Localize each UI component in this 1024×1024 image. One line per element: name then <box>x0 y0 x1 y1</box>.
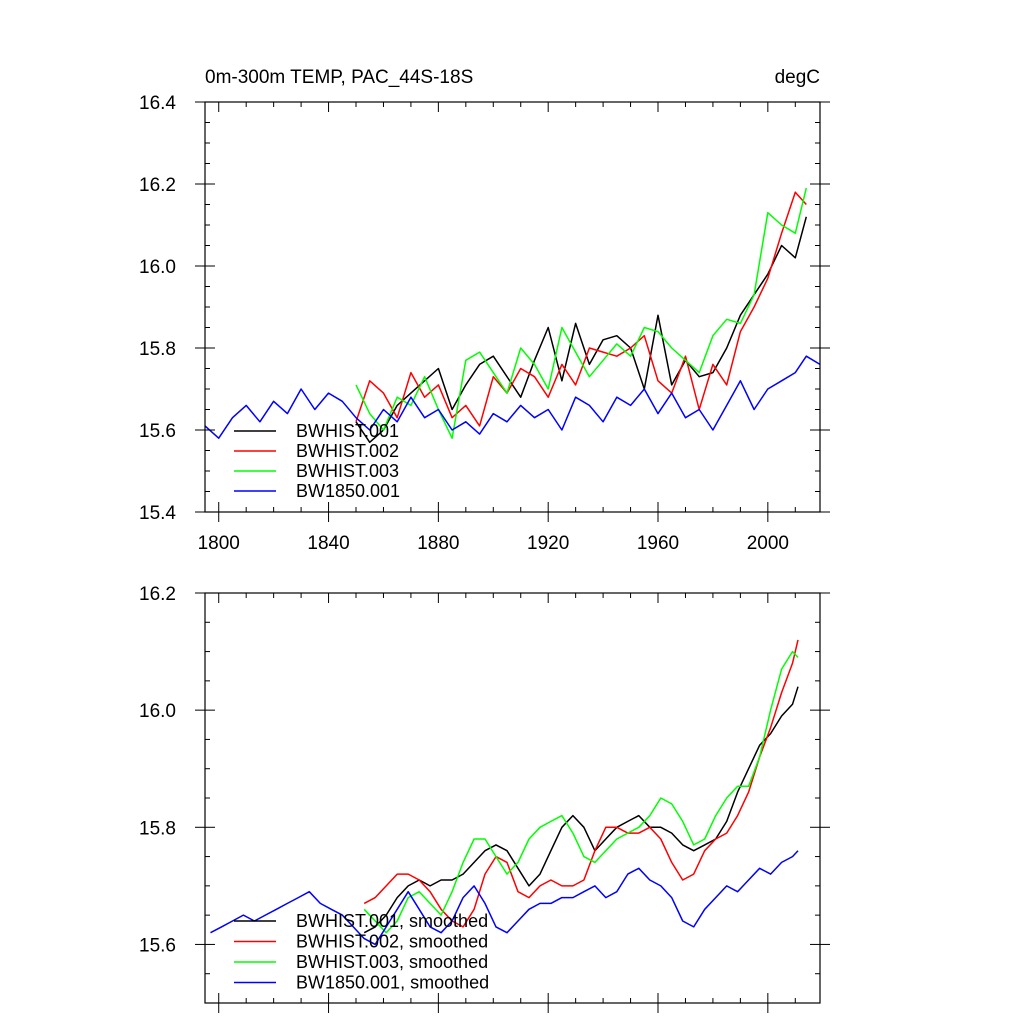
series-line-0 <box>363 686 799 934</box>
x-tick-label: 1920 <box>527 533 569 554</box>
series-line-2 <box>363 650 799 934</box>
series-line-1 <box>355 191 807 427</box>
series-line-0 <box>355 216 808 444</box>
series-line-3 <box>210 850 799 946</box>
y-tick-label: 15.8 <box>139 339 176 360</box>
y-tick-label: 15.8 <box>139 818 176 839</box>
chart-title: 0m-300m TEMP, PAC_44S-18S <box>205 67 473 88</box>
x-tick-label: 1840 <box>307 533 349 554</box>
x-tick-label: 2000 <box>747 533 789 554</box>
y-tick-label: 15.4 <box>139 503 176 524</box>
legend-label: BW1850.001, smoothed <box>296 973 489 993</box>
legend-label: BWHIST.002, smoothed <box>296 932 488 952</box>
y-tick-label: 15.6 <box>139 421 176 442</box>
legend-label: BWHIST.001, smoothed <box>296 911 488 931</box>
series-line-2 <box>355 187 808 439</box>
x-tick-label: 1960 <box>637 533 679 554</box>
x-tick-label: 1880 <box>417 533 459 554</box>
y-tick-label: 16.2 <box>139 175 176 196</box>
plot-area-raw: 1800 1840 1880 1920 1960 2000 15.4 15.6 15.8 16.0… <box>139 93 830 554</box>
legend-label: BWHIST.002 <box>296 441 399 461</box>
y-tick-label: 16.2 <box>139 584 176 605</box>
series-line-1 <box>363 639 799 928</box>
y-tick-label: 16.4 <box>139 93 176 114</box>
x-tick-label: 1800 <box>198 533 240 554</box>
legend-label: BWHIST.001 <box>296 421 399 441</box>
panel-raw: 0m-300m TEMP, PAC_44S-18S degC 1800 1840 1… <box>139 67 830 554</box>
series-line-3 <box>204 355 821 439</box>
y-tick-label: 16.0 <box>139 257 176 278</box>
y-tick-label: 15.6 <box>139 935 176 956</box>
legend-label: BWHIST.003, smoothed <box>296 952 488 972</box>
legend-label: BWHIST.003 <box>296 461 399 481</box>
y-tick-label: 16.0 <box>139 701 176 722</box>
legend-label: BW1850.001 <box>296 481 400 501</box>
units-label: degC <box>775 67 820 88</box>
